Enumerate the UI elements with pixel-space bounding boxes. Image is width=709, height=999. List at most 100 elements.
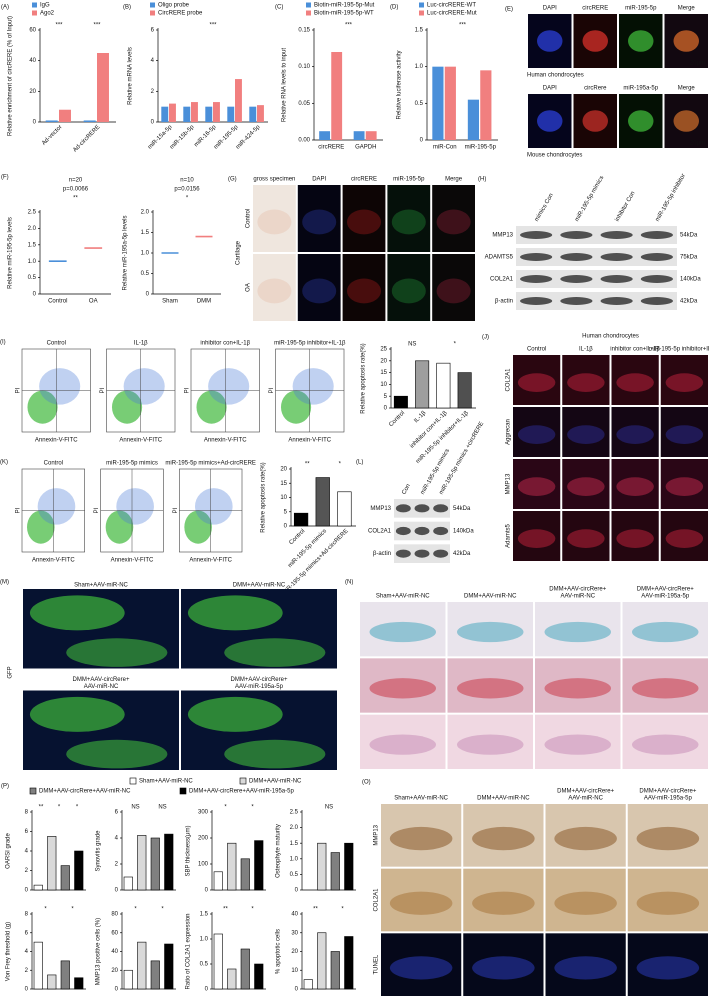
- y-axis-label: MMP13 positive cells (%): [96, 918, 102, 985]
- column-label: Sham+AAV-miR-NC: [394, 796, 448, 802]
- column-label: miR-195-5p inhibitor: [655, 173, 687, 223]
- blot-band: [560, 297, 593, 305]
- cell-signal: [537, 110, 563, 132]
- flow-cloud: [111, 390, 143, 424]
- legend-swatch: [32, 10, 37, 16]
- blot-band: [600, 253, 633, 261]
- y-tick-label: 10: [280, 495, 287, 501]
- x-axis-label: Annexin-V-FITC: [119, 438, 162, 444]
- bar: [432, 66, 444, 140]
- annotation: n=20: [69, 178, 83, 184]
- blot-band: [560, 275, 593, 283]
- annotation: ***: [209, 23, 217, 29]
- y-tick-label: 100: [198, 862, 209, 868]
- tissue: [544, 621, 611, 643]
- x-tick-label: Ad-vector: [41, 124, 63, 146]
- bar: [330, 852, 340, 891]
- y-tick-label: 0.5: [290, 872, 299, 878]
- column-label: circRERE: [582, 6, 608, 12]
- bar: [47, 974, 57, 990]
- x-tick-label: inhibitor con+IL-1β: [409, 410, 449, 450]
- annotation: *: [44, 907, 47, 913]
- cell-signal: [628, 110, 654, 132]
- x-axis-label: Annexin-V-FITC: [35, 438, 78, 444]
- column-label: miR-195-5p inhibitor+IL-1β: [274, 341, 346, 347]
- y-tick-label: 25: [380, 347, 387, 353]
- tissue: [391, 278, 426, 304]
- x-tick-label: OA: [89, 299, 98, 305]
- y-tick-label: 0.00: [298, 138, 310, 144]
- tissue: [567, 425, 605, 444]
- y-tick-label: 1.5: [28, 242, 37, 248]
- cell-signal: [628, 30, 654, 52]
- panel-label: (J): [482, 335, 489, 341]
- y-tick-label: 10: [380, 382, 387, 388]
- blot-band: [640, 253, 673, 261]
- tissue: [391, 209, 426, 235]
- legend-swatch: [179, 787, 187, 795]
- y-tick-label: 0: [205, 888, 209, 894]
- y-tick-label: 2.0: [28, 226, 37, 232]
- scale-label: 20μm: [690, 141, 705, 147]
- tissue: [369, 621, 436, 643]
- bar: [344, 842, 354, 891]
- x-tick-label: miR-15b-5p: [169, 124, 196, 151]
- bar: [137, 941, 147, 990]
- bar: [123, 969, 133, 990]
- y-tick-label: 1.5: [200, 912, 209, 918]
- y-axis-label: PI: [185, 387, 191, 393]
- tissue: [665, 477, 704, 496]
- row-label: MMP13: [374, 824, 380, 845]
- y-tick-label: 10: [291, 968, 298, 974]
- annotation: *: [186, 196, 189, 202]
- tissue: [302, 209, 337, 235]
- x-axis-label: Annexin-V-FITC: [189, 558, 232, 564]
- column-label: inhibitor con+IL-1β: [200, 341, 250, 347]
- y-tick-label: 300: [198, 810, 209, 816]
- y-axis-label: Relative mRNA levels: [128, 47, 134, 105]
- cell-signal: [582, 30, 608, 52]
- legend-swatch: [306, 2, 311, 8]
- bar: [254, 840, 264, 891]
- y-axis-label: SBP thickness(μm): [186, 825, 192, 876]
- tissue: [517, 373, 556, 392]
- flow-cloud: [37, 488, 76, 525]
- row-label: COL2A1: [490, 277, 514, 283]
- x-axis-label: Annexin-V-FITC: [204, 438, 247, 444]
- column-label: DMM+AAV-circRere+: [557, 789, 614, 795]
- panel-label: (D): [390, 5, 398, 11]
- x-tick-label: miR-424-5p: [235, 124, 262, 151]
- column-label: IL-1β: [579, 347, 593, 353]
- y-tick-label: 6: [151, 28, 155, 34]
- tissue: [665, 529, 704, 548]
- gfp-signal: [29, 696, 125, 732]
- flow-cloud: [123, 368, 165, 405]
- annotation: **: [73, 196, 78, 202]
- flow-cloud: [292, 368, 334, 405]
- row-label: MMP13: [492, 233, 513, 239]
- y-tick-label: 6: [25, 829, 29, 835]
- y-tick-label: 1.0: [415, 64, 424, 70]
- tissue: [389, 956, 453, 980]
- column-label: DMM+AAV-circRere+: [549, 587, 606, 593]
- row-label: Adamts5: [506, 524, 512, 548]
- tissue: [567, 477, 605, 496]
- column-label: Control: [47, 341, 66, 347]
- tissue: [616, 477, 654, 496]
- y-tick-label: 0.5: [141, 271, 150, 277]
- y-tick-label: 5: [284, 509, 288, 515]
- y-tick-label: 200: [198, 836, 209, 842]
- column-label: Merge: [445, 177, 463, 183]
- flow-cloud: [195, 488, 233, 525]
- panel-label: (F): [1, 175, 9, 181]
- row-label: Control: [246, 209, 252, 228]
- legend-label: CircRERE probe: [158, 11, 203, 17]
- blot-band: [433, 526, 449, 536]
- x-axis-label: Annexin-V-FITC: [32, 558, 75, 564]
- gfp-signal: [187, 595, 283, 631]
- tissue: [389, 891, 453, 915]
- tissue: [616, 373, 654, 392]
- y-tick-label: 2: [25, 968, 29, 974]
- x-tick-label: IL-1β: [413, 410, 427, 424]
